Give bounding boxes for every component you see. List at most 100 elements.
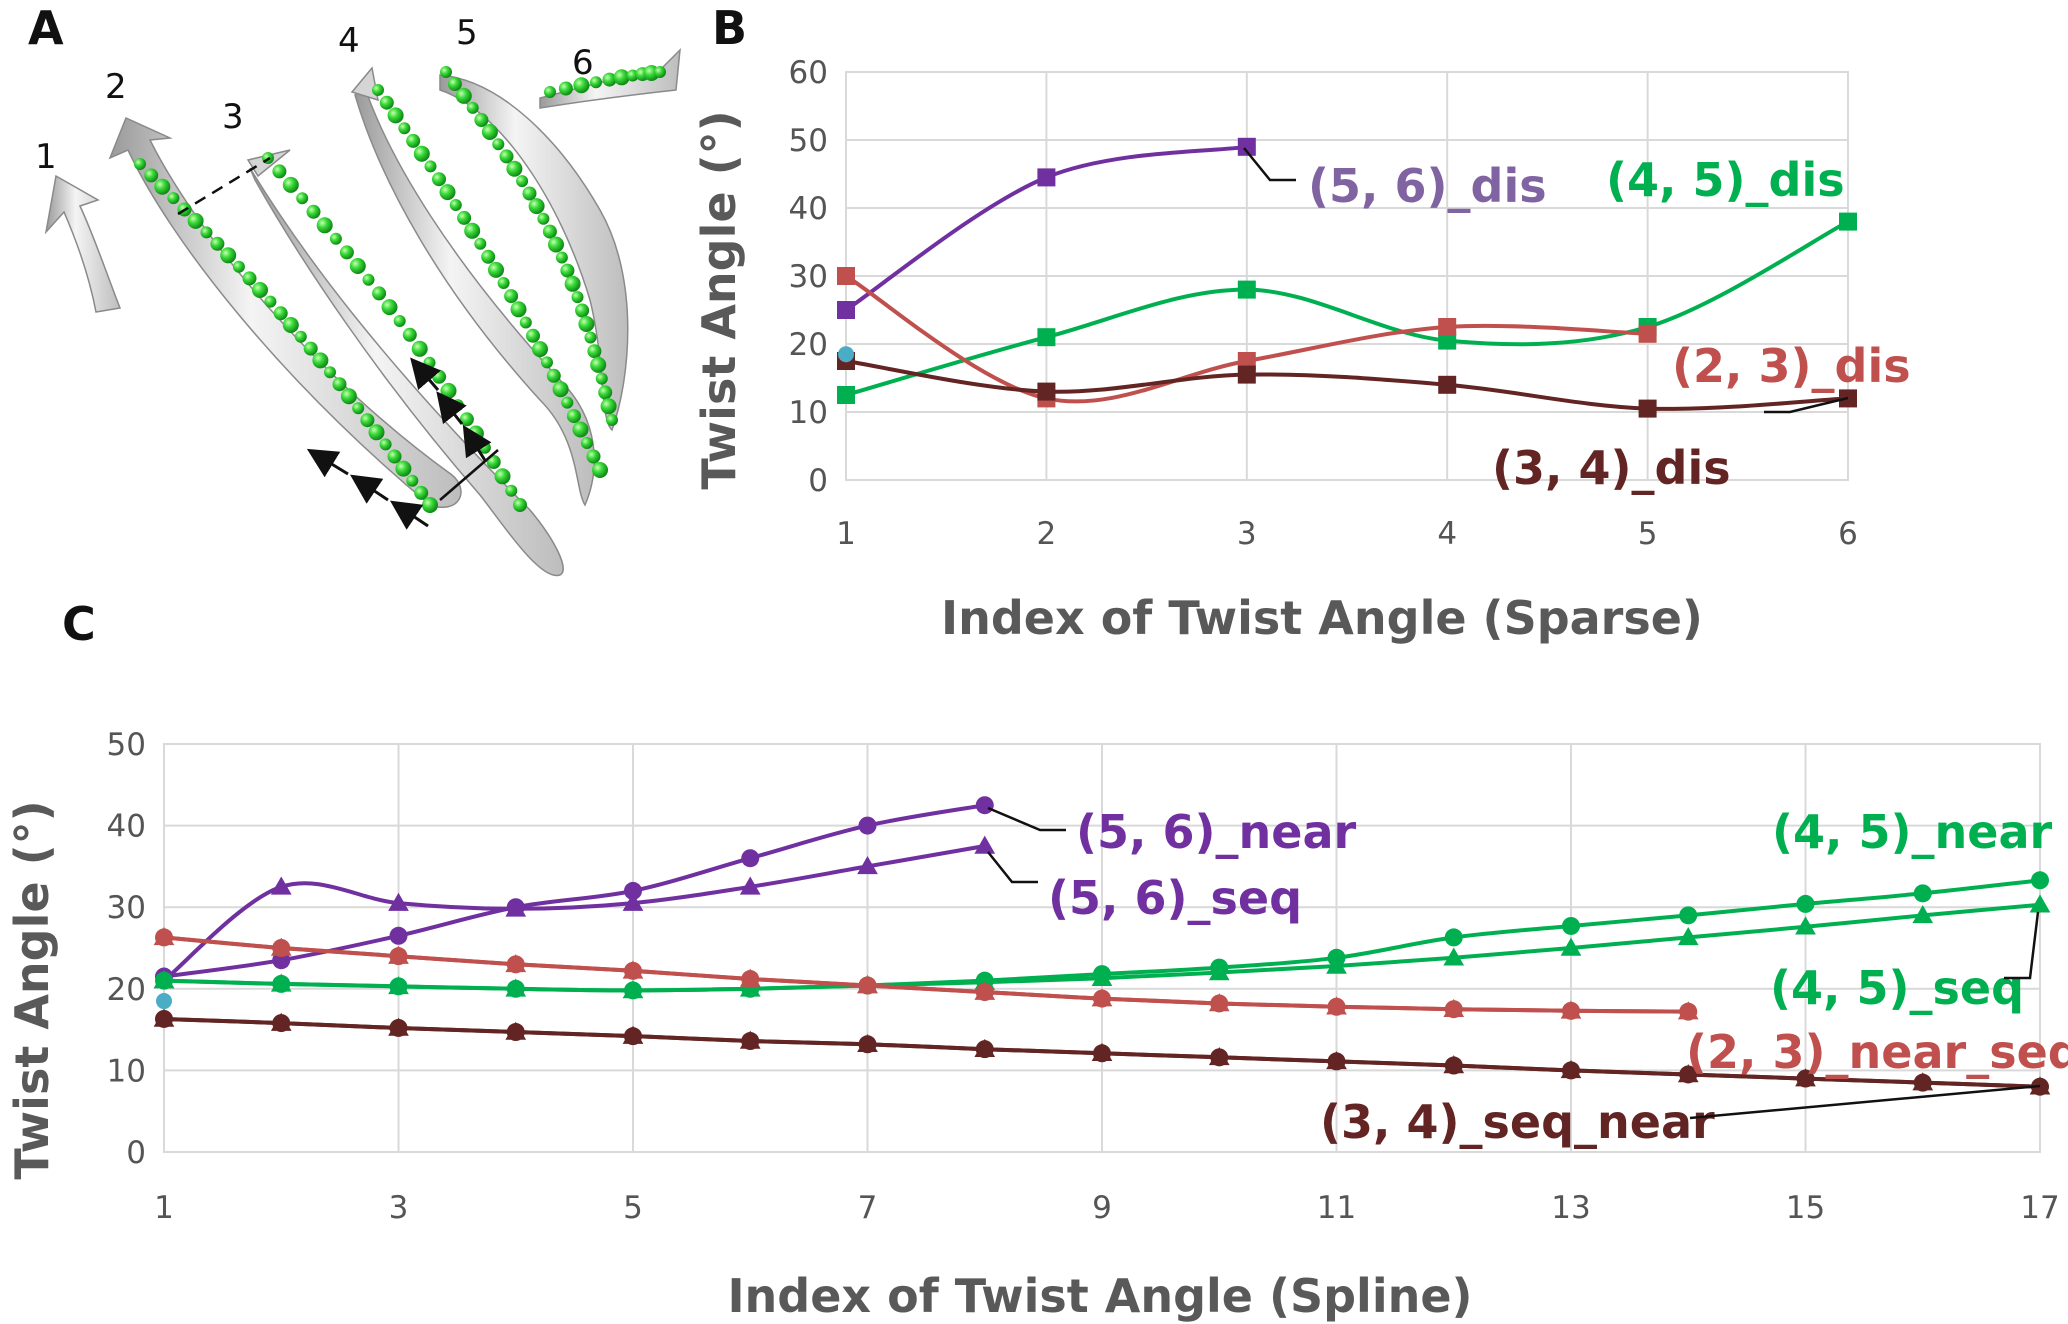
helix-bead xyxy=(349,258,366,274)
data-point xyxy=(975,1040,994,1059)
helix-1-ribbon xyxy=(44,174,122,313)
data-point xyxy=(1093,1044,1111,1063)
data-point xyxy=(974,981,996,1000)
data-point xyxy=(857,975,878,994)
helix-bead xyxy=(406,133,421,148)
x-tick-label: 3 xyxy=(1237,516,1257,552)
data-point xyxy=(1677,927,1699,946)
panel-b: B 0 10 20 30 40 50 60 1 2 3 4 5 6 Index of Twist Ang… xyxy=(692,1,1911,645)
data-point xyxy=(741,1032,760,1051)
helix-bead xyxy=(340,388,357,405)
data-point xyxy=(1679,906,1698,925)
helix-bead xyxy=(548,236,564,253)
data-point xyxy=(155,1009,173,1028)
data-point xyxy=(622,892,644,911)
chart-c-label-45-seq: (4, 5)_seq xyxy=(1770,961,2024,1015)
guide-line xyxy=(439,449,499,501)
helix-bead xyxy=(362,273,375,286)
x-tick-label: 6 xyxy=(1838,516,1858,552)
helix-bead xyxy=(537,212,550,225)
data-point xyxy=(1562,1061,1580,1080)
helix-bead xyxy=(457,210,472,225)
chart-b-leader-34 xyxy=(1764,396,1849,414)
helix-bead xyxy=(187,212,204,229)
y-tick-label: 50 xyxy=(789,123,828,159)
helix-bead xyxy=(332,377,347,392)
helix-bead xyxy=(561,396,574,409)
data-point xyxy=(389,926,408,945)
data-point xyxy=(1237,365,1256,384)
direction-arrows xyxy=(306,357,492,530)
helix-number-5: 5 xyxy=(456,13,478,53)
helix-bead xyxy=(516,175,529,188)
data-point xyxy=(837,267,855,285)
chart-c-label-45-near: (4, 5)_near xyxy=(1772,805,2053,859)
data-point xyxy=(1839,212,1857,231)
data-point xyxy=(1913,1073,1932,1092)
data-point xyxy=(622,980,644,999)
helix-number-1: 1 xyxy=(35,137,57,177)
helix-bead xyxy=(602,72,617,87)
helix-bead xyxy=(422,497,438,513)
helix-bead xyxy=(387,107,404,124)
data-point xyxy=(1913,884,1932,903)
chart-c-leader-45-seq xyxy=(2004,911,2040,980)
helix-bead xyxy=(542,224,557,239)
helix-bead xyxy=(541,356,553,369)
chart-b-label-34-dis: (3, 4)_dis xyxy=(1492,441,1731,495)
data-point xyxy=(506,1023,525,1042)
series-line xyxy=(163,803,986,979)
data-point xyxy=(1638,399,1657,418)
x-tick-label: 13 xyxy=(1551,1190,1590,1226)
helix-bead xyxy=(368,424,385,441)
helix-bead xyxy=(526,328,540,343)
helix-bead xyxy=(600,398,617,415)
chart-c-label-56-seq: (5, 6)_seq xyxy=(1048,871,1302,925)
data-point xyxy=(388,945,409,964)
data-point xyxy=(1438,318,1457,336)
helix-bead xyxy=(339,245,354,260)
x-tick-label: 17 xyxy=(2020,1190,2059,1226)
y-tick-label: 0 xyxy=(126,1135,146,1171)
chart-c-label-34-seq-near: (3, 4)_seq_near xyxy=(1320,1095,1715,1149)
helix-bead xyxy=(439,184,456,201)
data-point xyxy=(1443,998,1465,1017)
data-point xyxy=(1208,962,1230,981)
helix-bead xyxy=(459,412,474,427)
data-point xyxy=(1326,955,1347,974)
helix-number-4: 4 xyxy=(338,21,360,61)
data-point xyxy=(2029,894,2051,913)
helix-bead xyxy=(586,449,601,464)
helix-bead xyxy=(566,409,581,424)
panel-c-letter: C xyxy=(62,597,96,651)
helix-bead xyxy=(424,160,437,173)
helix-bead xyxy=(584,331,597,344)
data-point xyxy=(1677,1001,1699,1020)
helix-bead xyxy=(581,437,593,449)
helix-bead xyxy=(497,277,510,289)
data-point xyxy=(858,1035,877,1054)
helix-bead xyxy=(474,237,487,250)
helix-bead xyxy=(303,341,318,356)
helix-bead xyxy=(499,149,514,164)
helix-bead xyxy=(613,69,630,86)
helix-bead xyxy=(242,271,257,286)
panel-b-letter: B xyxy=(712,1,747,55)
helix-bead xyxy=(413,145,430,162)
helix-bead xyxy=(560,263,575,278)
y-tick-label: 40 xyxy=(107,809,146,845)
data-point xyxy=(270,937,292,956)
helix-bead xyxy=(210,236,225,251)
helix-bead xyxy=(273,306,288,321)
data-point xyxy=(1037,382,1056,401)
helix-bead xyxy=(571,291,584,304)
helix-bead xyxy=(532,341,548,358)
helix-bead xyxy=(492,138,505,151)
helix-bead xyxy=(578,316,595,332)
helix-bead xyxy=(464,222,481,239)
helix-bead xyxy=(372,286,387,301)
helix-bead xyxy=(144,168,159,183)
data-point xyxy=(1237,352,1256,370)
